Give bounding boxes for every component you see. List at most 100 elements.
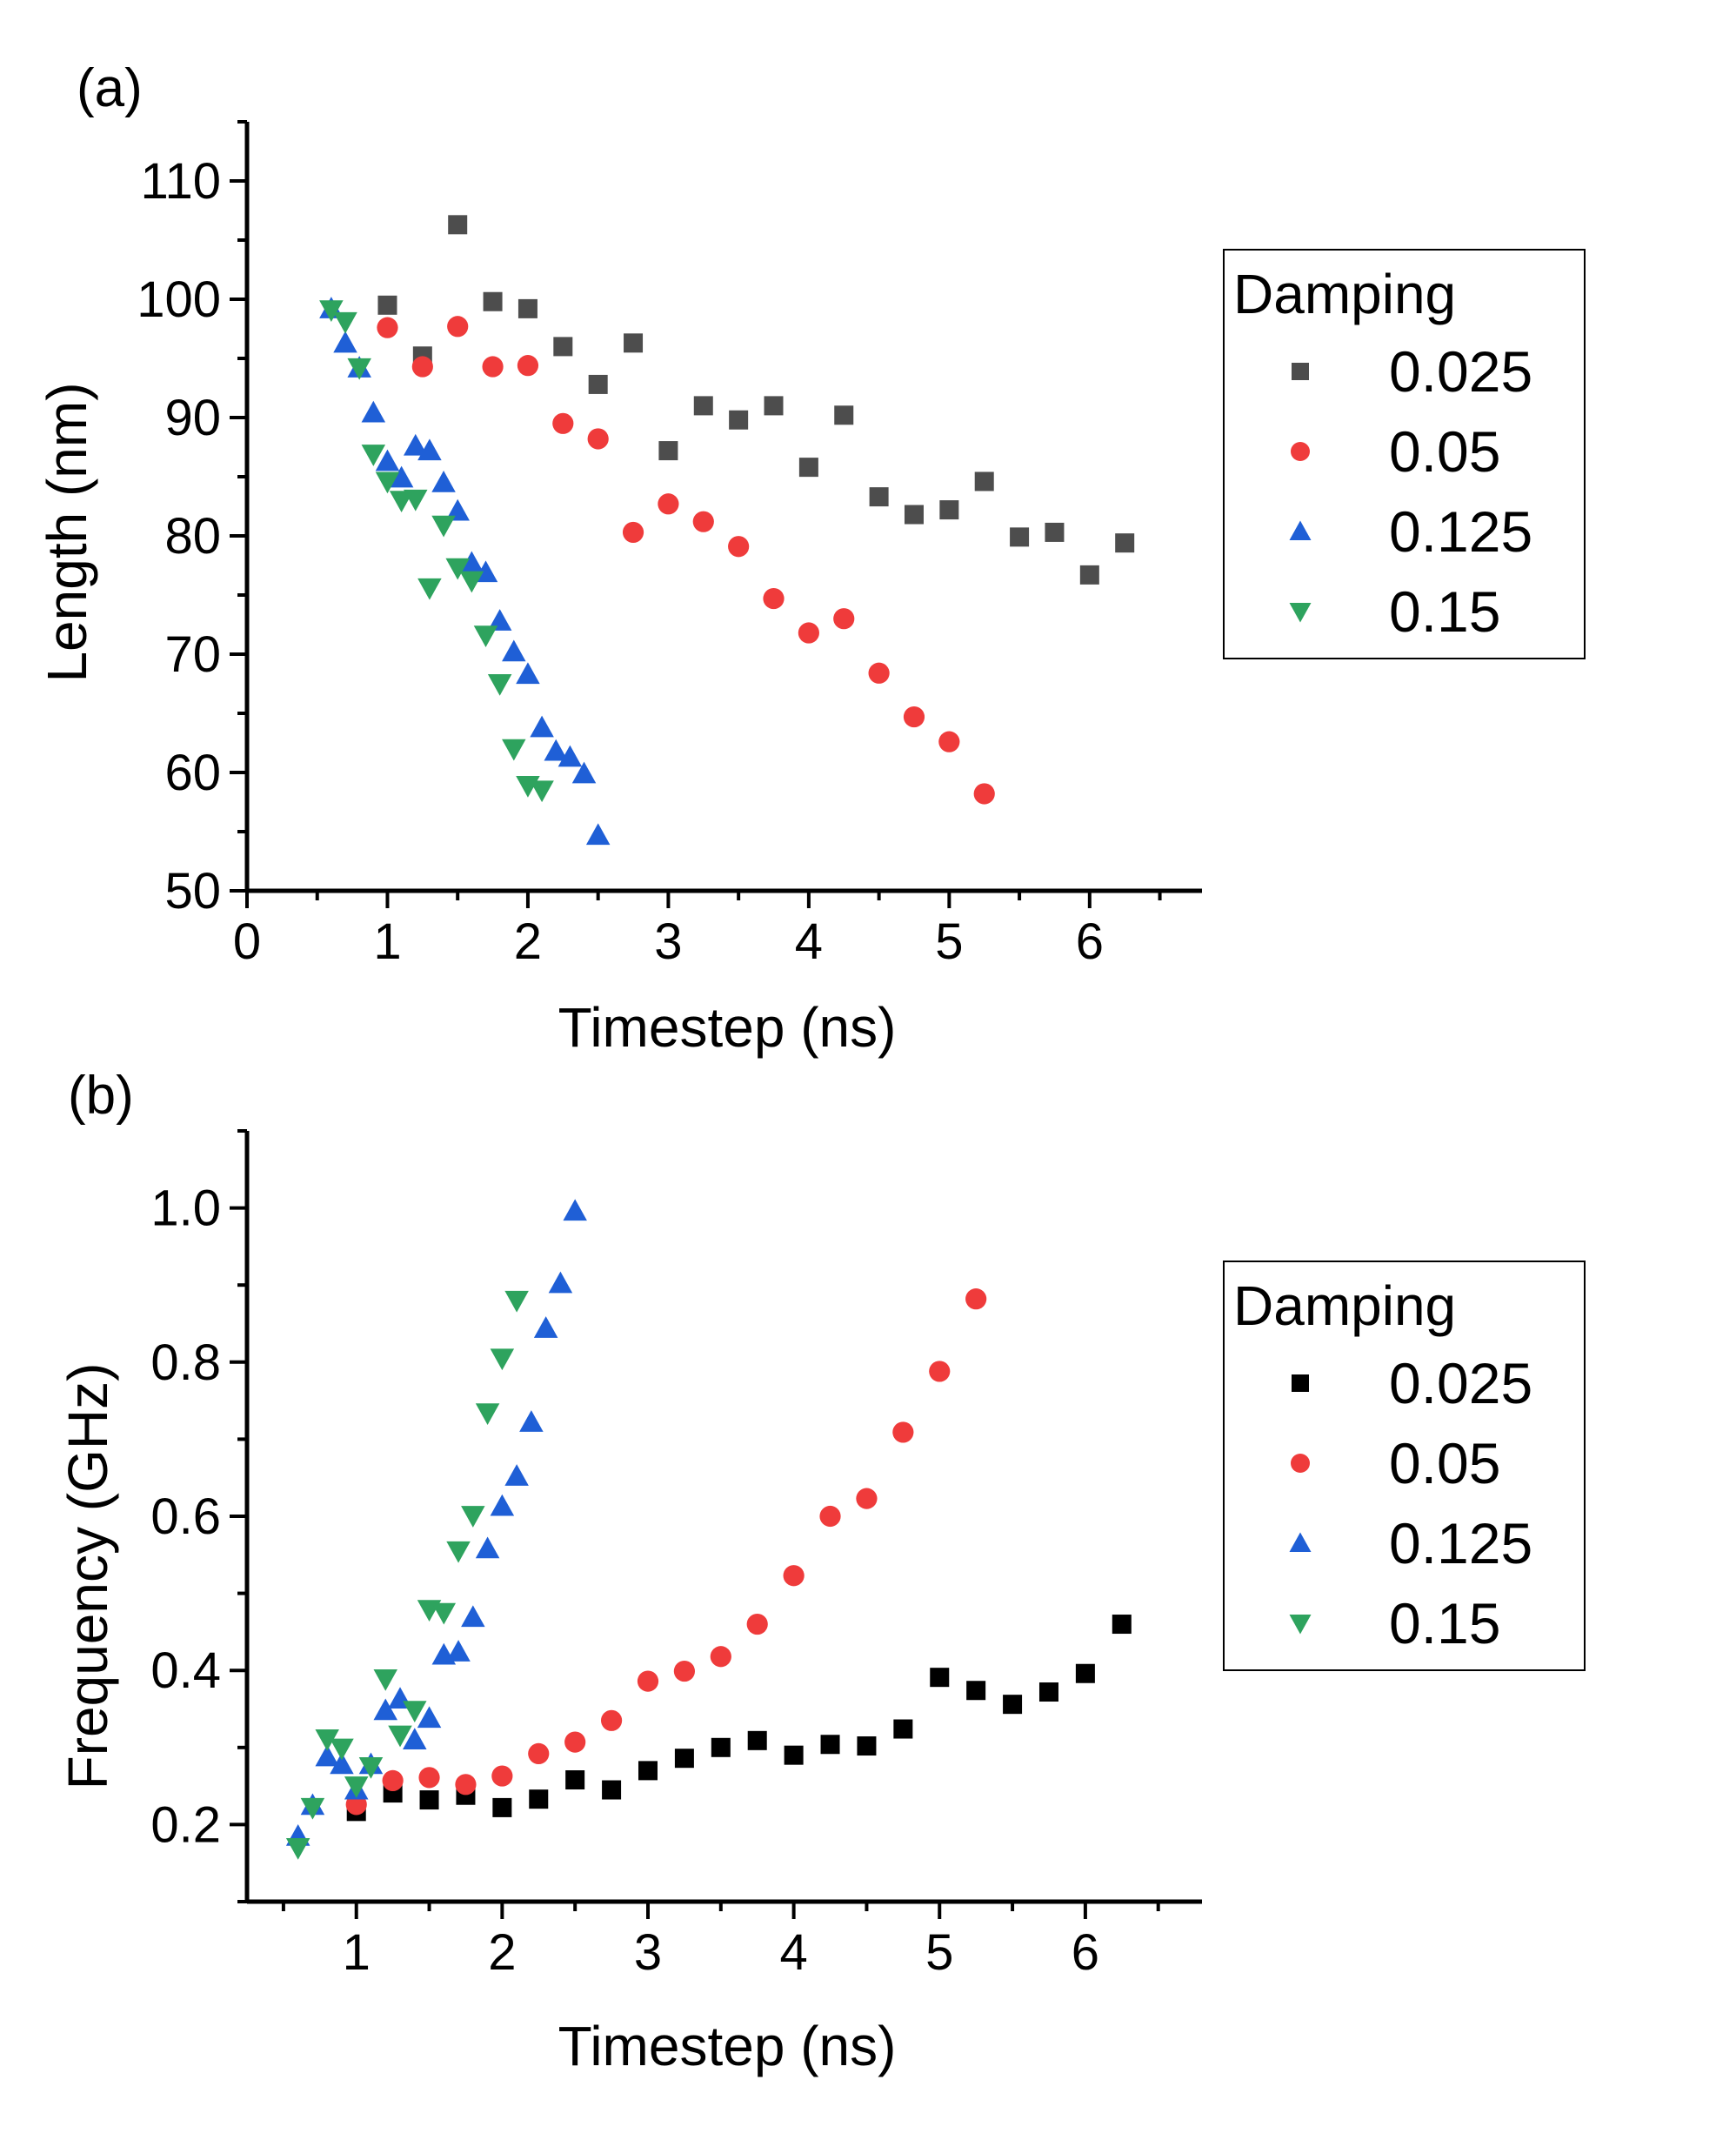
- data-point-0_125: [487, 609, 512, 631]
- data-point-0_15: [445, 558, 470, 580]
- legend-marker-0_025: [1292, 363, 1309, 380]
- x-tick-label: 4: [795, 913, 823, 970]
- data-point-0_15: [375, 471, 400, 494]
- legend-marker-0_15: [1289, 1615, 1312, 1635]
- x-tick-label: 3: [634, 1924, 662, 1981]
- data-point-0_025: [658, 441, 678, 461]
- data-point-0_05: [658, 493, 679, 515]
- data-point-0_05: [746, 1613, 768, 1635]
- data-point-0_125: [330, 1752, 354, 1775]
- data-point-0_025: [693, 396, 713, 416]
- data-point-0_025: [729, 410, 749, 430]
- panel-a-legend-items: 0.025 0.05 0.125 0.15: [1289, 339, 1532, 644]
- data-point-0_05: [377, 317, 398, 338]
- data-point-0_05: [819, 1505, 841, 1528]
- data-point-0_025: [483, 291, 503, 311]
- data-point-0_025: [1038, 1682, 1058, 1702]
- data-point-0_05: [692, 511, 714, 532]
- data-point-0_05: [833, 608, 855, 630]
- data-point-0_025: [602, 1780, 622, 1800]
- data-point-0_125: [516, 662, 540, 685]
- data-point-0_125: [530, 715, 554, 738]
- data-point-0_05: [517, 355, 539, 377]
- data-point-0_125: [533, 1316, 558, 1338]
- data-point-0_15: [330, 1738, 354, 1761]
- data-point-0_025: [747, 1730, 767, 1750]
- data-point-0_15: [431, 515, 456, 538]
- data-point-0_05: [637, 1670, 659, 1692]
- data-point-0_025: [930, 1668, 950, 1688]
- data-point-0_05: [491, 1765, 513, 1787]
- panel-b-legend-items: 0.025 0.05 0.125 0.15: [1289, 1351, 1532, 1655]
- data-point-0_125: [403, 1728, 427, 1749]
- data-point-0_025: [820, 1735, 840, 1755]
- panel-a-legend-box: [1223, 249, 1586, 659]
- panel-b-legend-title: Damping: [1233, 1274, 1456, 1337]
- data-point-0_025: [904, 505, 924, 525]
- data-point-0_15: [373, 1669, 398, 1691]
- x-tick-label: 5: [925, 1924, 953, 1981]
- data-point-0_025: [893, 1719, 913, 1739]
- data-point-0_025: [798, 458, 818, 478]
- panel-a: (a) Timestep (ns) Length (nm) 0 1 2 3 4 5 6 50 6…: [36, 58, 1586, 1059]
- y-tick-label: 80: [164, 508, 221, 565]
- data-point-0_05: [938, 731, 960, 752]
- data-point-0_05: [382, 1769, 404, 1791]
- legend-marker-0_025: [1292, 1374, 1309, 1392]
- data-point-0_025: [1075, 1663, 1095, 1683]
- panel-b-y-axis-title: Frequency (GHz): [57, 1363, 119, 1790]
- y-tick-label: 90: [164, 390, 221, 446]
- data-point-0_025: [1115, 533, 1135, 553]
- legend-label: 0.15: [1389, 579, 1500, 644]
- legend-marker-0_05: [1291, 1454, 1310, 1473]
- data-point-0_025: [588, 374, 608, 394]
- data-point-0_05: [728, 536, 750, 558]
- data-point-0_025: [553, 337, 573, 357]
- data-point-0_05: [418, 1767, 440, 1789]
- data-point-0_025: [517, 298, 537, 318]
- data-point-0_125: [373, 1698, 398, 1721]
- data-point-0_025: [1010, 527, 1030, 547]
- data-point-0_125: [558, 745, 583, 767]
- y-tick-label: 50: [164, 863, 221, 920]
- panel-a-label: (a): [77, 58, 143, 118]
- data-point-0_025: [674, 1749, 694, 1769]
- x-tick-label: 5: [935, 913, 963, 970]
- data-point-0_025: [764, 396, 784, 416]
- data-point-0_025: [784, 1745, 804, 1765]
- data-point-0_125: [459, 551, 484, 573]
- x-tick-label: 6: [1076, 913, 1104, 970]
- data-point-0_05: [965, 1288, 987, 1310]
- data-point-0_05: [600, 1709, 623, 1731]
- data-point-0_15: [347, 358, 371, 380]
- data-point-0_025: [834, 405, 854, 425]
- x-tick-label: 3: [654, 913, 682, 970]
- panel-b-label: (b): [68, 1066, 134, 1126]
- x-tick-label: 0: [233, 913, 261, 970]
- legend-label: 0.125: [1389, 1511, 1532, 1575]
- data-point-0_05: [710, 1646, 731, 1668]
- data-point-0_025: [1003, 1695, 1023, 1715]
- legend-marker-0_05: [1291, 442, 1310, 461]
- data-point-0_05: [763, 587, 785, 610]
- data-point-0_05: [528, 1742, 550, 1764]
- x-tick-label: 2: [488, 1924, 516, 1981]
- data-point-0_125: [375, 449, 400, 471]
- data-point-0_125: [519, 1410, 544, 1432]
- data-point-0_05: [903, 706, 925, 728]
- data-point-0_15: [530, 780, 554, 803]
- data-point-0_05: [455, 1774, 477, 1796]
- panel-b-ticks: 1 2 3 4 5 6 0.2 0.4 0.6 0.8 1.0: [150, 1129, 1160, 1981]
- data-point-0_15: [417, 578, 442, 600]
- data-point-0_05: [447, 316, 469, 338]
- x-tick-label: 6: [1072, 1924, 1099, 1981]
- data-point-0_05: [411, 356, 433, 378]
- y-tick-label: 0.2: [150, 1796, 221, 1853]
- panel-a-data-points: [319, 215, 1135, 846]
- x-tick-label: 2: [514, 913, 542, 970]
- data-point-0_025: [966, 1681, 986, 1701]
- data-point-0_15: [446, 1541, 471, 1563]
- data-point-0_05: [856, 1488, 878, 1509]
- data-point-0_15: [487, 674, 512, 696]
- panel-b-x-axis-title: Timestep (ns): [558, 2015, 897, 2077]
